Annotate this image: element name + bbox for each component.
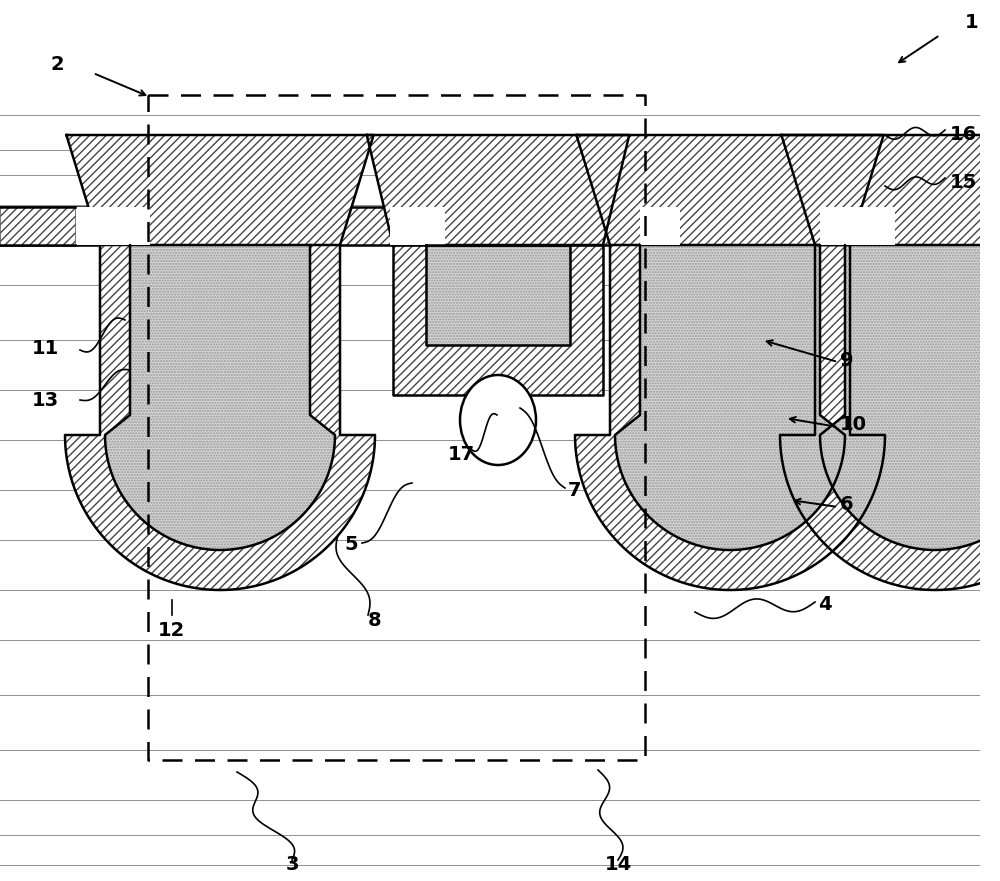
Text: 2: 2: [50, 56, 64, 75]
Polygon shape: [426, 245, 570, 345]
Polygon shape: [367, 135, 629, 245]
Text: 14: 14: [604, 855, 632, 875]
Polygon shape: [780, 245, 1000, 590]
Text: 1: 1: [965, 12, 979, 32]
Bar: [640, 207, 680, 245]
Polygon shape: [781, 135, 1000, 245]
Polygon shape: [393, 245, 603, 395]
Text: 6: 6: [840, 495, 854, 515]
Text: 13: 13: [32, 390, 59, 410]
Text: 8: 8: [368, 611, 382, 630]
Text: 17: 17: [448, 446, 475, 464]
Bar: [0, 207, 1000, 245]
Text: 16: 16: [950, 125, 977, 144]
Text: 10: 10: [840, 416, 867, 434]
Bar: [390, 207, 445, 245]
Text: 9: 9: [840, 351, 854, 369]
Bar: [75, 207, 150, 245]
Bar: [820, 207, 895, 245]
Bar: [0, 207, 1000, 245]
Text: 15: 15: [950, 173, 977, 191]
Text: 7: 7: [568, 480, 582, 500]
Bar: [0, 207, 75, 245]
Polygon shape: [65, 245, 375, 590]
Polygon shape: [820, 245, 1000, 550]
Polygon shape: [575, 245, 885, 590]
Polygon shape: [615, 245, 845, 550]
Polygon shape: [105, 245, 335, 550]
Text: 4: 4: [818, 596, 832, 615]
Text: 5: 5: [344, 536, 358, 554]
Polygon shape: [576, 135, 884, 245]
Bar: [0, 207, 75, 245]
Text: 12: 12: [158, 620, 185, 640]
Text: 11: 11: [32, 338, 59, 358]
Ellipse shape: [460, 375, 536, 465]
Text: 3: 3: [285, 855, 299, 875]
Bar: [980, 0, 1000, 881]
Polygon shape: [66, 135, 374, 245]
